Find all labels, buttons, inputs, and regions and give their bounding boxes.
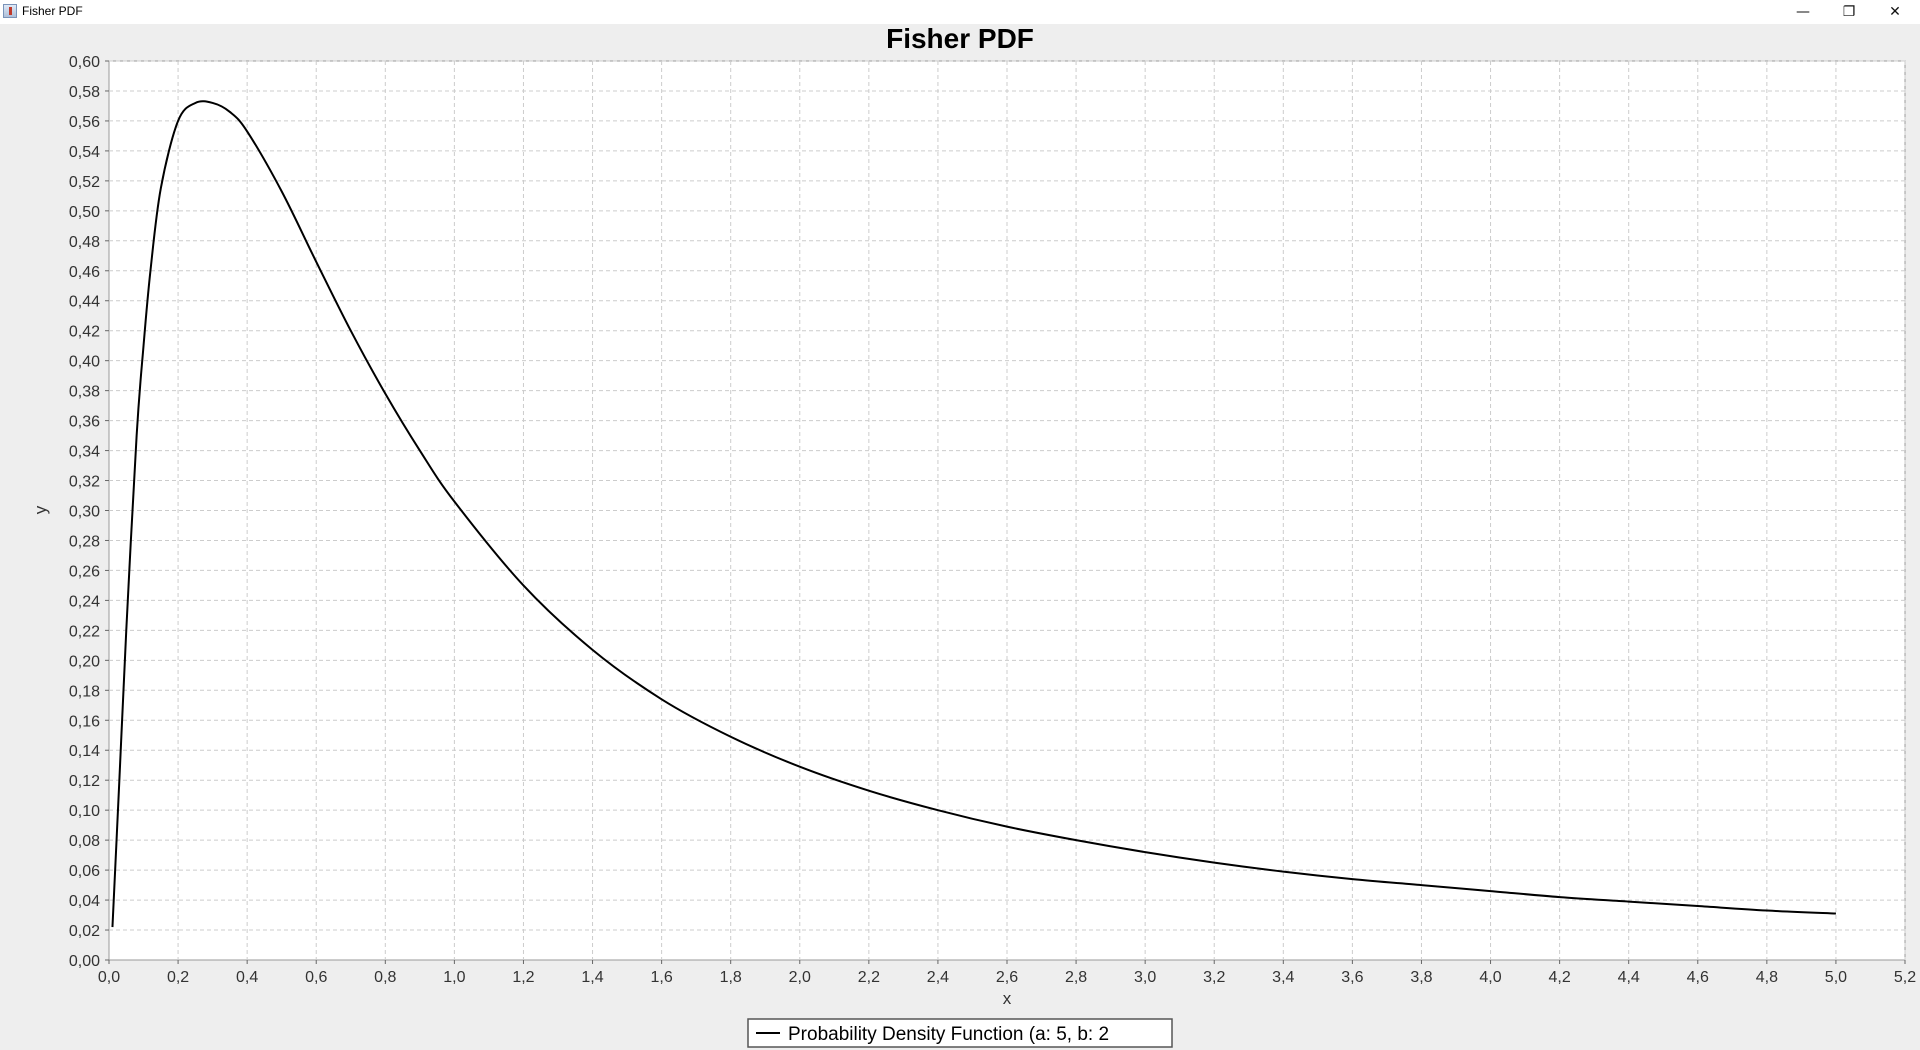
- y-tick-label: 0,46: [69, 264, 100, 281]
- x-tick-label: 3,4: [1272, 969, 1294, 986]
- legend-entry: Probability Density Function (a: 5, b: 2: [788, 1024, 1109, 1045]
- java-app-icon: [3, 4, 17, 18]
- x-tick-label: 4,8: [1756, 969, 1778, 986]
- series-layer: [111, 100, 1836, 928]
- y-axis-label: y: [31, 505, 50, 514]
- y-tick-label: 0,48: [69, 234, 100, 251]
- grid: [109, 60, 1906, 960]
- x-tick-label: 1,2: [512, 969, 534, 986]
- y-tick-label: 0,28: [69, 533, 100, 550]
- chart-title: Fisher PDF: [886, 24, 1034, 54]
- x-tick-label: 0,6: [305, 969, 327, 986]
- window-titlebar: Fisher PDF — ❐ ✕: [0, 0, 1920, 24]
- y-tick-label: 0,20: [69, 653, 100, 670]
- y-tick-label: 0,40: [69, 354, 100, 371]
- y-tick-label: 0,22: [69, 623, 100, 640]
- x-tick-label: 0,8: [374, 969, 396, 986]
- y-tick-label: 0,02: [69, 923, 100, 940]
- x-tick-label: 1,4: [581, 969, 603, 986]
- x-tick-label: 2,2: [858, 969, 880, 986]
- x-tick-label: 2,8: [1065, 969, 1087, 986]
- chart-canvas: Fisher PDF 0,0 0,2 0,4 0,6 0,8 1,0 1,2 1,4 1,6 1,…: [31, 24, 1916, 1048]
- x-tick-label: 2,4: [927, 969, 949, 986]
- x-tick-label: 0,4: [236, 969, 258, 986]
- x-tick-label: 1,8: [720, 969, 742, 986]
- window-title: Fisher PDF: [22, 4, 83, 18]
- axis-ticks: 0,0 0,2 0,4 0,6 0,8 1,0 1,2 1,4 1,6 1,8 2,0 2,2 2,4 2…: [69, 54, 1916, 986]
- x-tick-label: 2,0: [789, 969, 811, 986]
- x-tick-label: 4,2: [1548, 969, 1570, 986]
- y-tick-label: 0,42: [69, 324, 100, 341]
- x-axis-label: x: [1003, 989, 1012, 1008]
- y-tick-label: 0,24: [69, 593, 100, 610]
- y-tick-label: 0,58: [69, 84, 100, 101]
- x-tick-label: 0,0: [98, 969, 120, 986]
- y-tick-label: 0,38: [69, 384, 100, 401]
- legend-box: [747, 1018, 1173, 1048]
- x-tick-label: 1,6: [650, 969, 672, 986]
- x-tick-label: 1,0: [443, 969, 465, 986]
- y-tick-label: 0,04: [69, 893, 100, 910]
- x-tick-label: 3,2: [1203, 969, 1225, 986]
- x-tick-label: 4,4: [1618, 969, 1640, 986]
- x-tick-label: 2,6: [996, 969, 1018, 986]
- x-tick-label: 5,0: [1825, 969, 1847, 986]
- restore-button[interactable]: ❐: [1842, 4, 1856, 20]
- y-tick-label: 0,32: [69, 474, 100, 491]
- x-tick-label: 4,6: [1687, 969, 1709, 986]
- y-tick-label: 0,52: [69, 174, 100, 191]
- y-tick-label: 0,30: [69, 504, 100, 521]
- y-tick-label: 0,10: [69, 803, 100, 820]
- y-tick-label: 0,36: [69, 414, 100, 431]
- y-tick-label: 0,12: [69, 773, 100, 790]
- y-tick-label: 0,06: [69, 863, 100, 880]
- x-tick-label: 4,0: [1479, 969, 1501, 986]
- y-tick-label: 0,00: [69, 953, 100, 970]
- y-tick-label: 0,16: [69, 713, 100, 730]
- pdf-series-line: [111, 100, 1836, 928]
- x-tick-label: 5,2: [1894, 969, 1916, 986]
- y-tick-label: 0,50: [69, 204, 100, 221]
- y-tick-label: 0,26: [69, 563, 100, 580]
- x-tick-label: 3,6: [1341, 969, 1363, 986]
- y-tick-label: 0,60: [69, 54, 100, 71]
- x-tick-label: 3,0: [1134, 969, 1156, 986]
- x-tick-label: 0,2: [167, 969, 189, 986]
- y-tick-label: 0,54: [69, 144, 100, 161]
- y-tick-label: 0,56: [69, 114, 100, 131]
- y-tick-label: 0,34: [69, 444, 100, 461]
- legend: Probability Density Function (a: 5, b: 2: [747, 1018, 1173, 1048]
- minimize-button[interactable]: —: [1796, 4, 1810, 20]
- close-button[interactable]: ✕: [1889, 4, 1901, 20]
- x-tick-label: 3,8: [1410, 969, 1432, 986]
- y-tick-label: 0,08: [69, 833, 100, 850]
- y-tick-label: 0,14: [69, 743, 100, 760]
- y-tick-label: 0,18: [69, 683, 100, 700]
- y-tick-label: 0,44: [69, 294, 100, 311]
